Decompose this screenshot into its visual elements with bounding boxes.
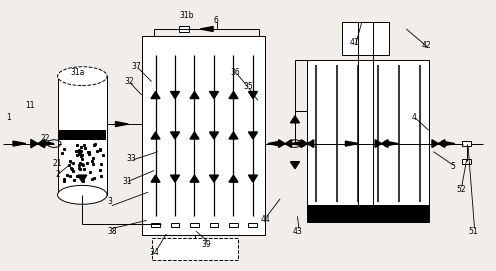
Text: 6: 6 [213,17,218,25]
Bar [308,60,429,222]
Bar [59,130,106,140]
Polygon shape [171,175,180,182]
Bar [342,22,389,55]
Polygon shape [209,132,218,139]
Bar [152,238,238,260]
Text: 38: 38 [107,227,117,236]
Text: 35: 35 [243,82,253,92]
Bar [58,76,107,195]
Text: 31a: 31a [70,68,84,77]
Text: 5: 5 [451,162,456,171]
Text: 42: 42 [421,41,431,50]
Text: 21: 21 [53,159,62,168]
Text: 39: 39 [201,240,211,249]
Polygon shape [279,140,285,147]
Polygon shape [190,92,199,99]
Polygon shape [285,140,292,147]
Polygon shape [151,132,160,139]
Bar [179,26,188,32]
Polygon shape [438,140,445,147]
Polygon shape [291,162,300,169]
Text: 11: 11 [26,101,35,110]
Polygon shape [301,140,308,147]
Text: 2: 2 [55,170,60,179]
Text: 3: 3 [107,197,112,206]
Text: 44: 44 [260,215,270,224]
Text: 33: 33 [127,154,136,163]
Polygon shape [248,132,257,139]
Polygon shape [13,141,26,146]
Polygon shape [200,27,213,31]
Polygon shape [291,116,300,123]
Polygon shape [381,140,388,147]
Ellipse shape [58,185,107,204]
Text: 41: 41 [350,38,359,47]
Polygon shape [31,140,38,148]
Text: 36: 36 [231,68,241,77]
Text: 51: 51 [468,227,478,236]
Polygon shape [151,92,160,99]
Polygon shape [248,92,257,99]
Polygon shape [209,175,218,182]
Text: 32: 32 [124,77,134,86]
Bar [142,36,265,235]
Polygon shape [190,132,199,139]
Ellipse shape [58,67,107,86]
Text: 31: 31 [122,177,131,186]
Bar [308,205,429,222]
Text: 1: 1 [6,114,10,122]
Polygon shape [248,175,257,182]
Polygon shape [41,141,54,146]
Polygon shape [190,175,199,182]
Bar [209,222,218,227]
Bar [248,222,257,227]
Polygon shape [385,141,398,146]
Polygon shape [291,141,304,146]
Bar [171,222,180,227]
Text: 31b: 31b [179,11,193,20]
Bar [462,141,471,146]
Polygon shape [229,92,238,99]
Polygon shape [116,122,128,127]
Polygon shape [209,92,218,99]
Text: 34: 34 [149,248,159,257]
Polygon shape [442,141,455,146]
Polygon shape [268,141,281,146]
Polygon shape [38,140,45,148]
Polygon shape [432,140,438,147]
Bar [151,222,160,227]
Text: 4: 4 [411,114,416,122]
Text: 52: 52 [456,185,465,194]
Polygon shape [151,175,160,182]
Polygon shape [229,132,238,139]
Polygon shape [375,140,381,147]
Polygon shape [78,175,87,182]
Polygon shape [229,175,238,182]
Polygon shape [308,140,314,147]
Polygon shape [345,141,358,146]
Text: 22: 22 [41,134,50,143]
Text: 43: 43 [293,227,303,236]
Text: 37: 37 [132,62,141,71]
Polygon shape [171,132,180,139]
Polygon shape [171,92,180,99]
Bar [462,159,471,163]
Bar [190,222,199,227]
Bar [229,222,238,227]
